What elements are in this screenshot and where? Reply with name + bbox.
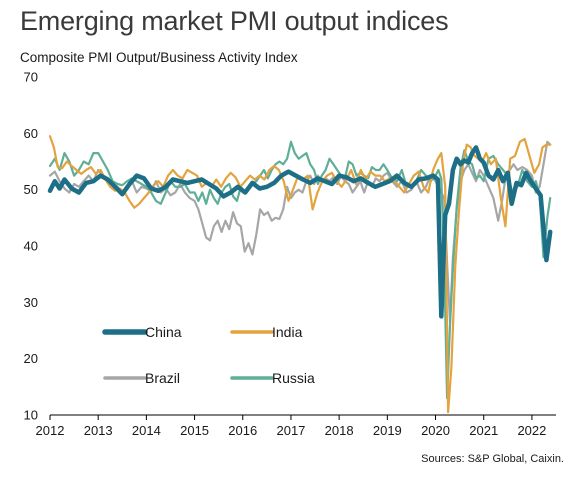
chart-subtitle: Composite PMI Output/Business Activity I… (20, 50, 298, 65)
y-tick-label: 40 (24, 239, 38, 254)
legend-label-china: China (145, 324, 182, 340)
y-tick-label: 20 (24, 351, 38, 366)
x-tick-label: 2013 (84, 423, 113, 438)
x-tick-label: 2021 (469, 423, 498, 438)
page-title: Emerging market PMI output indices (20, 6, 449, 36)
x-tick-label: 2014 (132, 423, 161, 438)
legend-label-india: India (272, 324, 303, 340)
x-tick-label: 2015 (180, 423, 209, 438)
x-axis-ticks: 2012 2013 2014 2015 2016 2017 2018 2019 2020 2021… (36, 415, 546, 438)
x-tick-label: 2019 (373, 423, 402, 438)
x-tick-label: 2020 (421, 423, 450, 438)
y-tick-label: 70 (24, 70, 38, 85)
y-tick-label: 30 (24, 295, 38, 310)
y-tick-label: 60 (24, 126, 38, 141)
legend-label-russia: Russia (272, 370, 315, 386)
series-line-brazil (48, 140, 552, 324)
x-tick-label: 2022 (517, 423, 546, 438)
x-tick-label: 2018 (325, 423, 354, 438)
y-tick-label: 50 (24, 182, 38, 197)
x-tick-label: 2017 (276, 423, 305, 438)
series-line-china (47, 145, 553, 319)
series-line-india (48, 135, 552, 414)
legend-label-brazil: Brazil (145, 370, 180, 386)
x-tick-label: 2016 (228, 423, 257, 438)
series-lines (47, 135, 553, 414)
legend: China India Brazil Russia (102, 324, 315, 386)
source-note: Sources: S&P Global, Caixin. (421, 453, 564, 465)
y-axis-ticks: 10 20 30 40 50 60 70 (24, 70, 38, 423)
y-tick-label: 10 (24, 408, 38, 423)
x-tick-label: 2012 (36, 423, 65, 438)
